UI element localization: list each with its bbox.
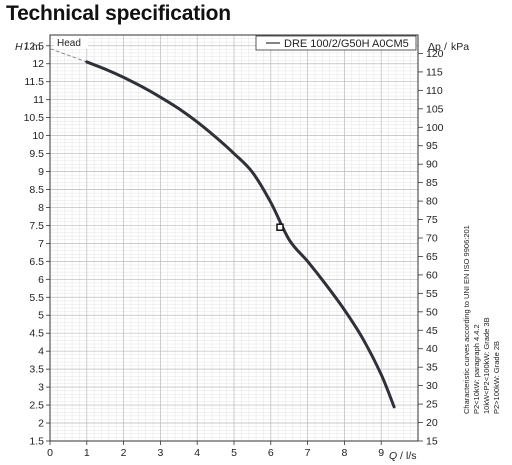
- note-line-1: Characteristic curves according to UNI E…: [462, 225, 471, 414]
- y-tick-label: 11.5: [24, 76, 44, 88]
- y-tick-label: 12.5: [24, 40, 45, 52]
- y2-tick-label: 95: [426, 140, 438, 152]
- y2-tick-label: 100: [426, 122, 444, 134]
- y2-tick-label: 20: [426, 417, 438, 429]
- x-tick-label: 6: [268, 447, 274, 459]
- y-tick-label: 8: [38, 202, 44, 214]
- y2-tick-label: 25: [426, 399, 438, 411]
- x-axis-ticks: 0 1 2 3 4 5 6 7 8 9: [47, 441, 384, 459]
- y-axis-ticks: 1.5 2 2.5 3 3.5 4 4.5 5 5.5 6 6.5 7 7.5 8 8.5 9 9.5 10 10.…: [24, 40, 50, 448]
- x-tick-label: 2: [121, 447, 127, 459]
- x-tick-label: 5: [231, 447, 237, 459]
- y2-tick-label: 40: [426, 343, 438, 355]
- legend: DRE 100/2/G50H A0CM5: [255, 35, 417, 51]
- curve-extrapolation: [49, 48, 87, 63]
- x-axis-var: Q: [389, 450, 397, 462]
- y2-tick-label: 110: [426, 85, 443, 97]
- y-axis-sep: /: [25, 41, 28, 53]
- page-title: Technical specification: [6, 2, 231, 25]
- y2-axis-unit: kPa: [451, 41, 469, 53]
- y2-axis-var: Δp: [428, 41, 441, 53]
- y-tick-label: 9.5: [29, 148, 44, 160]
- y-tick-label: 11: [33, 94, 44, 106]
- y-axis-var: H: [15, 41, 23, 53]
- y-tick-label: 4.5: [29, 328, 44, 340]
- y2-tick-label: 90: [426, 159, 438, 171]
- y-axis-unit: m: [32, 41, 41, 53]
- y2-tick-label: 70: [426, 233, 438, 245]
- series-line: [85, 60, 396, 409]
- y-tick-label: 10: [32, 130, 44, 142]
- y-tick-label: 10.5: [24, 112, 45, 124]
- y2-tick-label: 15: [426, 436, 438, 448]
- y-tick-label: 5.5: [29, 292, 44, 304]
- y-tick-label: 9: [38, 166, 44, 178]
- y-tick-label: 5: [38, 310, 44, 322]
- y2-tick-label: 35: [426, 362, 438, 374]
- y-tick-label: 7.5: [29, 220, 44, 232]
- y2-axis-sep: /: [444, 41, 447, 53]
- y2-axis-ticks: 15 20 25 30 35 40 45 50 55 60 65 70 75 80 85 90 95 100 105…: [418, 48, 444, 448]
- note-line-2: P2<10kW: paragraph 4.4.2: [472, 324, 481, 414]
- y2-tick-label: 85: [426, 177, 438, 189]
- y2-tick-label: 105: [426, 103, 444, 115]
- y-tick-label: 7: [38, 238, 44, 250]
- x-tick-label: 3: [157, 447, 163, 459]
- note-line-3: 10kW<P2<100kW: Grade 3B: [482, 317, 491, 414]
- y-tick-label: 2: [38, 418, 44, 430]
- y-tick-label: 2.5: [29, 400, 44, 412]
- y-tick-label: 4: [38, 346, 44, 358]
- y2-tick-label: 50: [426, 306, 438, 318]
- y-tick-label: 6: [38, 274, 44, 286]
- x-axis-sep: /: [400, 450, 403, 462]
- y-tick-label: 8.5: [29, 184, 44, 196]
- panel-label-bg: [54, 36, 88, 49]
- y2-tick-label: 65: [426, 251, 438, 263]
- y2-tick-label: 60: [426, 269, 438, 281]
- y2-tick-label: 45: [426, 325, 438, 337]
- x-tick-label: 4: [194, 447, 200, 459]
- note-line-4: P2>100kW: Grade 2B: [492, 340, 501, 414]
- panel-label: Head: [57, 38, 81, 49]
- legend-label: DRE 100/2/G50H A0CM5: [284, 38, 409, 50]
- y-tick-label: 1.5: [29, 436, 44, 448]
- x-tick-label: 0: [47, 447, 53, 459]
- y2-tick-label: 55: [426, 288, 438, 300]
- x-tick-label: 9: [378, 447, 384, 459]
- y2-tick-label: 30: [426, 380, 438, 392]
- legend-box: [255, 35, 417, 51]
- x-tick-label: 8: [341, 447, 347, 459]
- y2-tick-label: 80: [426, 196, 438, 208]
- y-tick-label: 3: [38, 382, 44, 394]
- x-axis-unit: l/s: [406, 450, 417, 462]
- x-tick-label: 1: [84, 447, 90, 459]
- y2-tick-label: 120: [426, 48, 444, 60]
- y-tick-label: 12: [32, 58, 44, 70]
- y-tick-label: 3.5: [29, 364, 44, 376]
- duty-point-marker: [276, 223, 284, 231]
- x-tick-label: 7: [305, 447, 311, 459]
- y2-tick-label: 115: [426, 66, 443, 78]
- y2-tick-label: 75: [426, 214, 438, 226]
- y-tick-label: 6.5: [29, 256, 44, 268]
